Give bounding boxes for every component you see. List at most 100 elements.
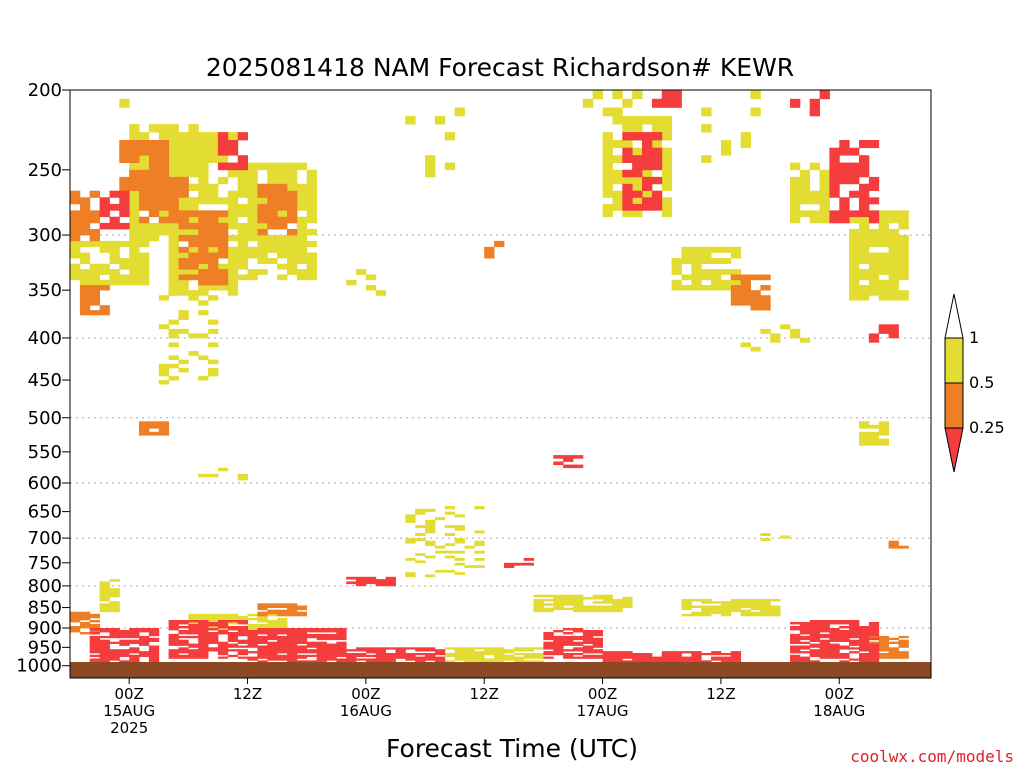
heatmap-cell [405, 658, 416, 661]
heatmap-cell [573, 599, 584, 602]
heatmap-cell [198, 252, 209, 259]
heatmap-cell [247, 635, 258, 639]
heatmap-cell [148, 162, 160, 171]
heatmap-cell [484, 252, 495, 259]
heatmap-cell [277, 222, 288, 230]
heatmap-cell [139, 654, 150, 657]
heatmap-cell [651, 203, 663, 211]
heatmap-cell [247, 246, 258, 253]
x-tick-label: 17AUG [577, 702, 629, 720]
y-tick-label: 500 [28, 408, 62, 429]
heatmap-cell [730, 660, 742, 663]
heatmap-cell [99, 647, 110, 650]
heatmap-cell [277, 240, 288, 248]
heatmap-cell [573, 605, 584, 608]
heatmap-cell [346, 656, 357, 659]
heatmap-cell [306, 628, 317, 631]
heatmap-cell [109, 607, 120, 611]
heatmap-cell [642, 140, 653, 149]
heatmap-cell [868, 630, 880, 633]
credit-text[interactable]: coolwx.com/models [850, 747, 1014, 766]
heatmap-cell [188, 203, 199, 211]
heatmap-cell [158, 229, 170, 236]
heatmap-cell [573, 647, 584, 650]
heatmap-cell [198, 615, 209, 619]
heatmap-cell [139, 637, 150, 641]
heatmap-cell [868, 633, 880, 637]
heatmap-cell [849, 263, 860, 270]
heatmap-cell [829, 639, 840, 642]
heatmap-cell [227, 645, 239, 648]
heatmap-cell [868, 274, 880, 281]
heatmap-cell [217, 246, 229, 253]
heatmap-cell [622, 183, 633, 191]
heatmap-cell [227, 279, 239, 286]
heatmap-cell [208, 246, 219, 253]
heatmap-cell [829, 169, 840, 178]
heatmap-cell [277, 609, 288, 613]
heatmap-cell [188, 620, 199, 623]
heatmap-cell [829, 216, 840, 224]
heatmap-cell [711, 269, 722, 275]
heatmap-cell [523, 558, 534, 561]
heatmap-cell [158, 124, 170, 133]
heatmap-cell [168, 246, 179, 253]
heatmap-cell [188, 124, 199, 133]
heatmap-cell [425, 658, 436, 661]
heatmap-cell [267, 630, 278, 633]
heatmap-cell [671, 98, 682, 108]
heatmap-cell [809, 632, 820, 635]
heatmap-cell [592, 633, 603, 637]
heatmap-cell [109, 222, 120, 230]
heatmap-cell [602, 203, 613, 211]
heatmap-cell [898, 263, 909, 270]
heatmap-cell [898, 235, 909, 242]
heatmap-cell [277, 216, 288, 224]
heatmap-cell [868, 252, 880, 259]
heatmap-cell [582, 607, 594, 611]
heatmap-cell [336, 649, 347, 652]
heatmap-cell [612, 197, 623, 205]
heatmap-cell [89, 637, 100, 641]
heatmap-cell [868, 645, 880, 648]
heatmap-cell [582, 637, 594, 641]
heatmap-cell [375, 654, 386, 657]
heatmap-cell [651, 115, 663, 125]
heatmap-cell [839, 620, 850, 623]
heatmap-cell [770, 605, 781, 608]
heatmap-cell [287, 630, 298, 633]
heatmap-cell [237, 229, 248, 236]
heatmap-cell [849, 210, 860, 218]
heatmap-cell [622, 601, 633, 604]
heatmap-cell [809, 653, 820, 656]
heatmap-cell [257, 624, 268, 627]
heatmap-cell [139, 155, 150, 163]
heatmap-cell [306, 630, 317, 633]
heatmap-cell [326, 651, 337, 654]
heatmap-cell [859, 641, 870, 644]
heatmap-cell [227, 643, 239, 646]
heatmap-cell [79, 216, 91, 224]
heatmap-cell [750, 613, 761, 617]
heatmap-cell [287, 609, 298, 613]
heatmap-cell [425, 519, 436, 523]
heatmap-cell [316, 628, 327, 631]
heatmap-cell [208, 628, 219, 631]
heatmap-cell [573, 603, 584, 606]
heatmap-cell [711, 651, 722, 654]
heatmap-cell [829, 632, 840, 635]
heatmap-cell [878, 258, 889, 264]
heatmap-cell [464, 660, 475, 663]
heatmap-cell [188, 229, 199, 236]
heatmap-cell [563, 637, 574, 641]
heatmap-cell [573, 635, 584, 639]
heatmap-cell [474, 653, 485, 656]
heatmap-cell [701, 124, 712, 133]
heatmap-cell [178, 274, 189, 281]
heatmap-cell [464, 647, 475, 650]
heatmap-cell [178, 635, 189, 639]
heatmap-cell [267, 651, 278, 654]
heatmap-cell [277, 635, 288, 639]
heatmap-cell [306, 183, 317, 191]
heatmap-cell [829, 190, 840, 198]
